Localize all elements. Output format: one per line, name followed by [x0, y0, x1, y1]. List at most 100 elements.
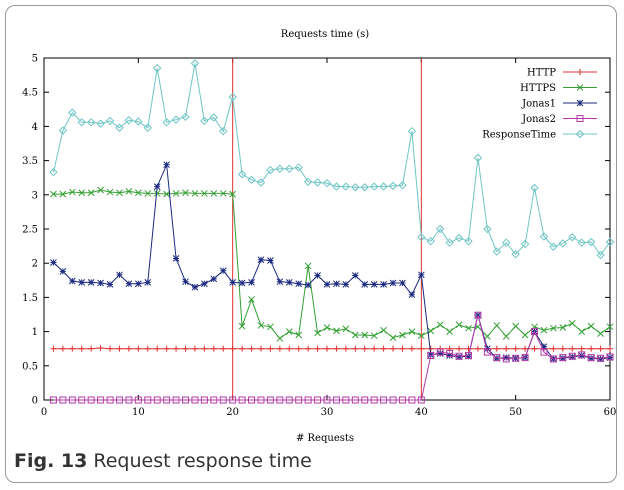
data-point-responsetime: [445, 238, 454, 247]
data-point-jonas2: [125, 396, 133, 404]
data-point-http: [257, 345, 264, 352]
data-point-http: [569, 345, 576, 352]
y-tick-label: 2: [32, 259, 38, 270]
data-point-jonas2: [68, 396, 76, 404]
data-point-http: [69, 345, 76, 352]
legend-label-jonas1: Jonas1: [521, 99, 556, 110]
data-point-responsetime: [568, 233, 577, 242]
data-point-jonas1: [361, 281, 369, 288]
data-point-jonas1: [219, 267, 227, 275]
data-point-https: [78, 189, 86, 197]
x-axis-label: # Requests: [296, 433, 354, 444]
data-point-responsetime: [124, 116, 134, 125]
y-tick-label: 2.5: [22, 225, 38, 236]
data-point-jonas2: [295, 396, 303, 404]
data-point-http: [361, 345, 368, 352]
data-point-http: [116, 345, 123, 352]
data-point-https: [559, 324, 567, 331]
data-point-http: [342, 345, 349, 352]
data-point-http: [135, 345, 142, 352]
data-point-jonas2: [238, 396, 246, 404]
data-point-responsetime: [152, 64, 162, 73]
data-point-https: [427, 327, 435, 335]
y-tick-label: 5: [32, 54, 38, 65]
data-point-https: [436, 321, 444, 329]
legend-label-http: HTTP: [527, 68, 556, 79]
data-point-responsetime: [435, 224, 445, 234]
data-point-jonas2: [172, 396, 180, 404]
legend-label-responsetime: ResponseTime: [482, 130, 556, 141]
data-point-https: [153, 190, 161, 197]
data-point-responsetime: [313, 178, 322, 187]
data-point-jonas2: [323, 396, 331, 404]
data-point-responsetime: [143, 123, 152, 132]
data-point-jonas1: [370, 281, 378, 288]
series-line-https: [53, 189, 611, 340]
data-point-https: [606, 323, 614, 331]
data-point-jonas1: [389, 279, 397, 287]
data-point-https: [201, 190, 208, 197]
data-point-https: [568, 320, 576, 327]
y-tick-label: 1: [32, 327, 38, 338]
data-point-http: [531, 345, 538, 352]
legend-label-https: HTTPS: [520, 83, 556, 94]
data-point-jonas1: [248, 278, 255, 286]
data-point-responsetime: [530, 183, 539, 193]
data-point-https: [134, 189, 142, 197]
data-point-jonas1: [191, 283, 199, 291]
legend-label-jonas2: Jonas2: [521, 114, 556, 125]
data-point-https: [493, 322, 501, 329]
data-point-http: [522, 345, 529, 352]
data-point-responsetime: [379, 182, 388, 191]
y-tick-label: 0: [32, 396, 38, 407]
data-point-https: [106, 188, 114, 196]
data-point-responsetime: [49, 168, 58, 177]
data-point-http: [286, 345, 293, 352]
data-point-jonas1: [116, 271, 123, 279]
data-point-jonas2: [285, 396, 293, 404]
data-point-jonas2: [191, 396, 199, 404]
data-point-responsetime: [596, 250, 605, 260]
data-point-http: [456, 345, 463, 352]
data-point-responsetime: [388, 181, 398, 191]
x-tick-label: 0: [41, 407, 47, 418]
data-point-http: [512, 345, 519, 352]
data-point-https: [210, 190, 218, 197]
data-point-responsetime: [464, 237, 473, 246]
y-tick-label: 1.5: [22, 293, 38, 304]
data-point-responsetime: [341, 182, 351, 191]
legend-marker-jonas2: [576, 115, 584, 122]
data-point-jonas2: [49, 396, 57, 404]
data-point-responsetime: [360, 183, 369, 192]
data-point-responsetime: [190, 59, 200, 68]
data-point-jonas2: [97, 396, 105, 404]
data-point-https: [125, 188, 133, 195]
data-point-jonas1: [201, 280, 208, 288]
data-point-responsetime: [322, 178, 332, 188]
data-point-https: [597, 330, 604, 338]
data-point-responsetime: [454, 233, 464, 243]
data-point-https: [351, 331, 359, 339]
data-point-responsetime: [520, 239, 530, 249]
data-point-jonas1: [380, 281, 387, 288]
data-point-http: [380, 345, 387, 352]
x-tick-label: 10: [132, 407, 145, 418]
data-point-http: [173, 345, 180, 352]
data-point-jonas2: [474, 311, 482, 319]
data-point-jonas1: [276, 278, 284, 286]
data-point-http: [154, 345, 161, 352]
x-tick-label: 20: [226, 407, 239, 418]
data-point-responsetime: [502, 238, 511, 247]
line-chart: Requests time (s) # Requests 0 0.5 1 1.5 2 2.…: [22, 29, 616, 444]
figure-caption: Fig. 13 Request response time: [14, 450, 312, 472]
data-point-https: [191, 190, 199, 197]
data-point-https: [238, 322, 246, 330]
data-point-jonas2: [502, 355, 510, 363]
data-point-jonas1: [417, 271, 425, 279]
data-point-http: [503, 345, 510, 352]
data-point-http: [493, 345, 500, 352]
data-point-responsetime: [134, 117, 143, 126]
data-point-https: [370, 332, 378, 340]
figure-frame: [5, 5, 617, 483]
data-point-https: [68, 188, 76, 196]
